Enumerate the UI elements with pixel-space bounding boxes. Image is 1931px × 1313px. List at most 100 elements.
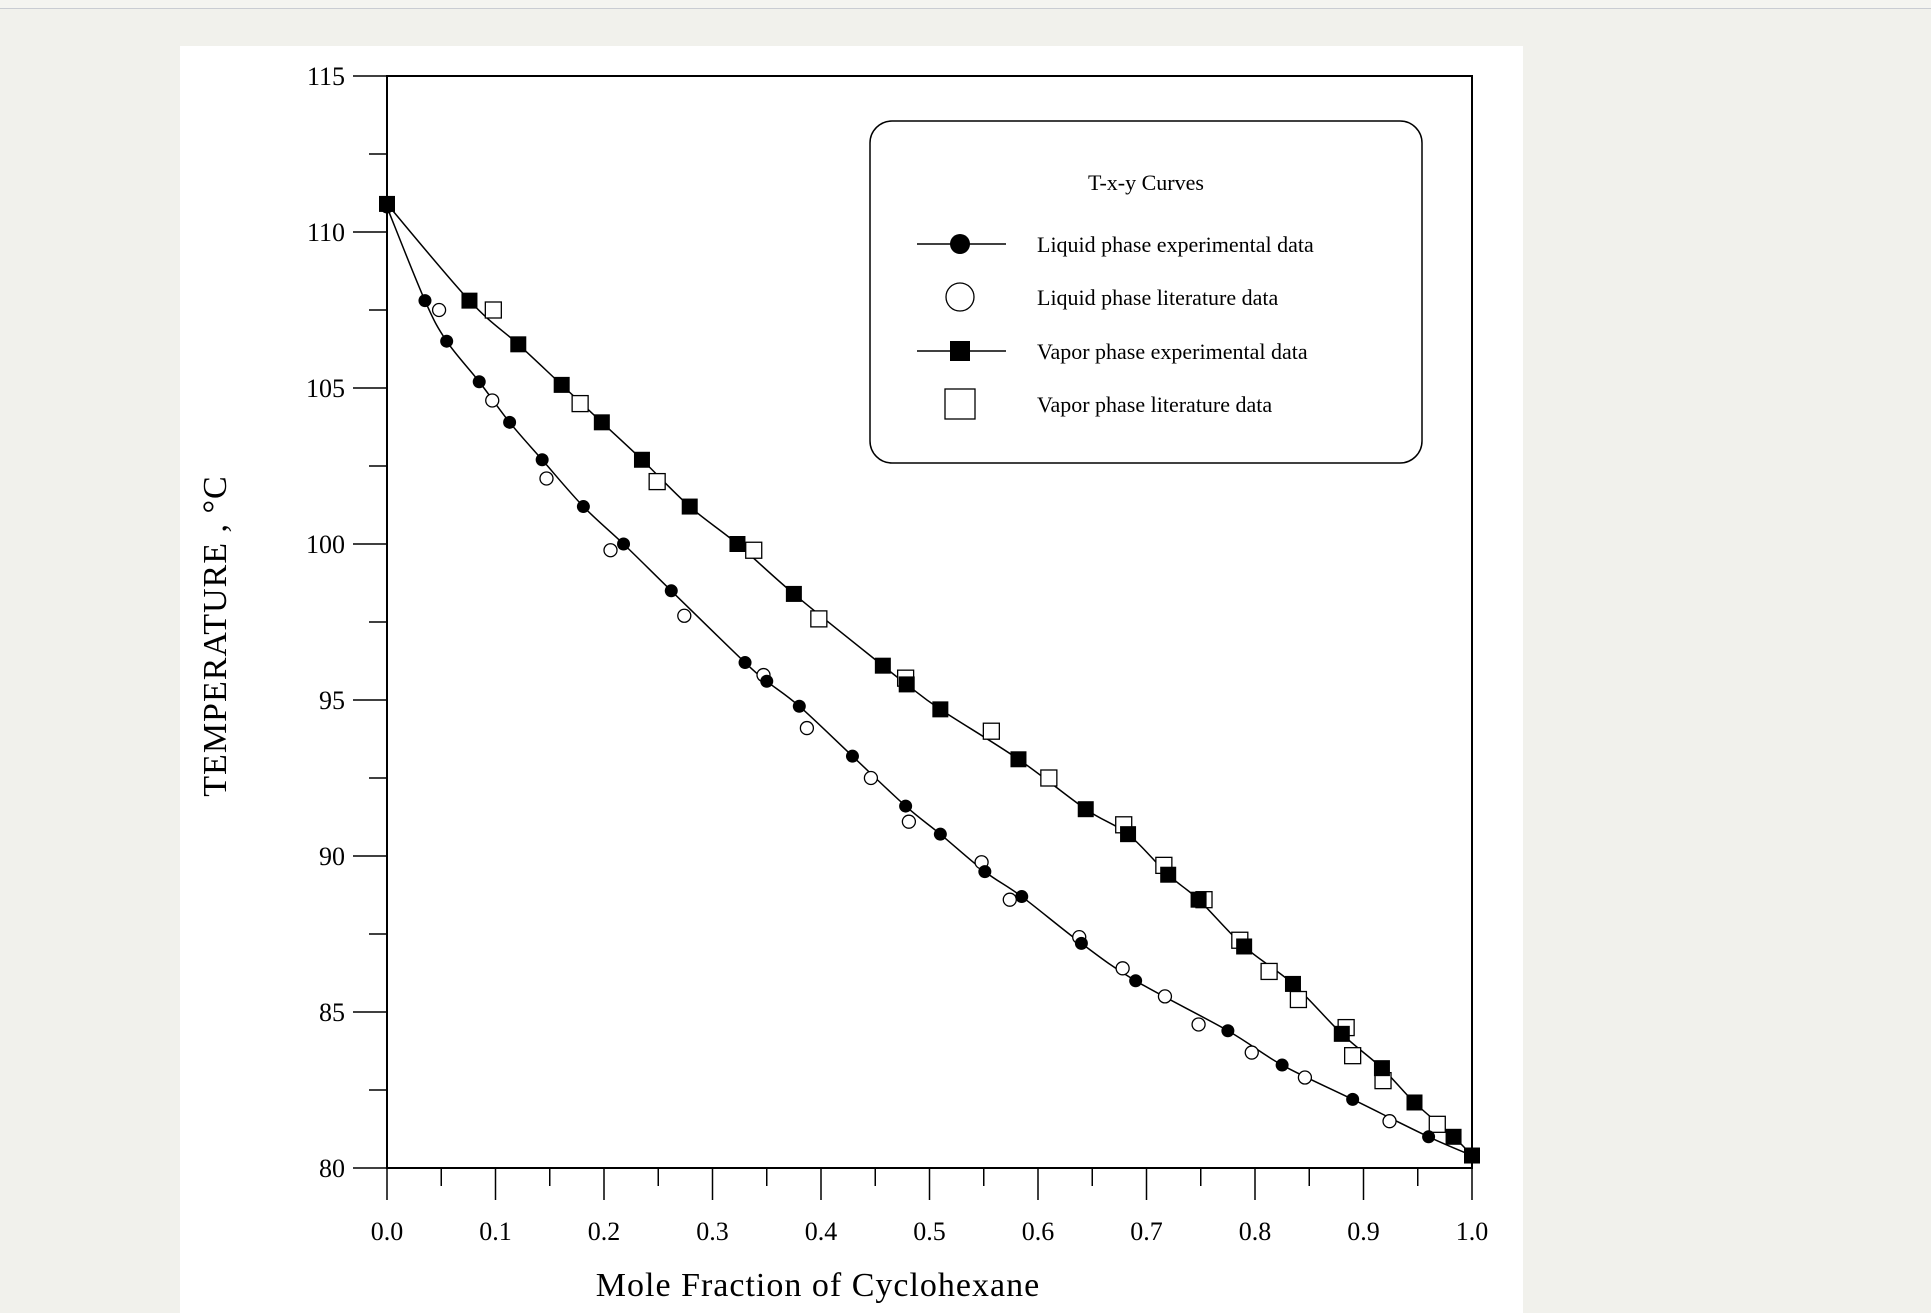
data-point xyxy=(1284,975,1301,992)
data-point xyxy=(553,376,570,393)
data-point xyxy=(648,472,666,491)
data-point xyxy=(484,301,502,319)
data-point xyxy=(982,722,1000,740)
data-point xyxy=(1445,1128,1462,1145)
data-point xyxy=(760,674,774,688)
data-point xyxy=(603,543,618,558)
data-point xyxy=(1160,866,1177,883)
legend: T-x-y Curves Liquid phase experimental d… xyxy=(869,120,1423,464)
data-point xyxy=(899,799,913,813)
data-point xyxy=(485,393,500,408)
legend-label: Vapor phase experimental data xyxy=(1037,339,1308,364)
y-tick-label: 90 xyxy=(319,842,345,871)
data-point xyxy=(1297,1070,1313,1085)
legend-entries: Liquid phase experimental data Liquid pha… xyxy=(917,232,1314,420)
x-tick-label: 1.0 xyxy=(1456,1217,1489,1246)
data-point xyxy=(1382,1114,1397,1129)
data-point xyxy=(617,537,631,551)
data-point xyxy=(785,585,802,602)
data-point xyxy=(1244,1045,1259,1060)
data-point xyxy=(1406,1094,1423,1111)
data-point xyxy=(440,334,454,348)
data-point xyxy=(1002,892,1017,907)
data-point xyxy=(535,453,549,467)
data-point xyxy=(1077,801,1094,818)
legend-marker xyxy=(950,234,970,254)
data-point xyxy=(1236,938,1253,955)
data-point xyxy=(1190,891,1207,908)
x-tick-label: 0.0 xyxy=(371,1217,404,1246)
data-point xyxy=(810,610,828,628)
data-point xyxy=(1422,1130,1436,1144)
data-point xyxy=(799,720,815,736)
data-point xyxy=(745,541,763,559)
y-tick-label: 80 xyxy=(319,1154,345,1183)
y-tick-label: 115 xyxy=(307,62,345,91)
data-point xyxy=(472,375,486,389)
x-tick-label: 0.6 xyxy=(1022,1217,1055,1246)
x-axis-title: Mole Fraction of Cyclohexane xyxy=(596,1267,1040,1304)
data-point xyxy=(1428,1115,1446,1133)
x-tick-label: 0.8 xyxy=(1239,1217,1272,1246)
data-point xyxy=(1074,936,1088,950)
data-point xyxy=(510,336,527,353)
series-points xyxy=(379,195,1480,1164)
y-tick-label: 100 xyxy=(306,530,345,559)
x-tick-label: 0.2 xyxy=(588,1217,621,1246)
legend-label: Liquid phase literature data xyxy=(1037,285,1279,310)
x-tick-label: 0.5 xyxy=(913,1217,946,1246)
data-point xyxy=(933,827,947,841)
x-tick-label: 0.1 xyxy=(479,1217,512,1246)
data-point xyxy=(1129,974,1143,988)
data-point xyxy=(677,608,692,623)
data-point xyxy=(874,657,891,674)
data-point xyxy=(1157,989,1173,1004)
x-tick-label: 0.9 xyxy=(1347,1217,1380,1246)
data-point xyxy=(593,414,610,431)
legend-box xyxy=(869,120,1423,464)
data-point xyxy=(571,394,589,413)
y-tick-label: 85 xyxy=(319,998,345,1027)
window-top-bar xyxy=(0,0,1931,9)
legend-label: Vapor phase literature data xyxy=(1037,392,1272,417)
data-point xyxy=(431,302,447,318)
data-point xyxy=(932,701,949,718)
data-point xyxy=(503,415,517,429)
data-point xyxy=(1289,990,1308,1009)
data-point xyxy=(461,292,478,309)
x-axis-ticks: 0.0 0.1 0.2 0.3 0.4 0.5 0.6 0.7 0.8 0.9 1.0 xyxy=(371,1168,1489,1246)
data-point xyxy=(379,195,395,212)
legend-title: T-x-y Curves xyxy=(1088,170,1204,195)
y-axis-title: TEMPERATURE , °C xyxy=(197,475,234,796)
y-tick-label: 95 xyxy=(319,686,345,715)
data-point xyxy=(845,749,859,763)
data-point xyxy=(1010,751,1027,768)
data-point xyxy=(1260,962,1278,981)
data-point xyxy=(898,676,915,693)
data-point xyxy=(1333,1025,1350,1042)
data-point xyxy=(863,770,879,786)
data-point xyxy=(1120,826,1137,843)
y-tick-label: 110 xyxy=(307,218,345,247)
data-point xyxy=(1191,1017,1206,1032)
data-point xyxy=(1275,1058,1289,1072)
data-point xyxy=(1115,961,1130,976)
y-tick-label: 105 xyxy=(306,374,345,403)
data-point xyxy=(1040,769,1058,787)
legend-label: Liquid phase experimental data xyxy=(1037,232,1314,257)
legend-marker xyxy=(945,282,975,312)
legend-marker xyxy=(950,341,970,361)
data-point xyxy=(729,536,746,552)
x-tick-label: 0.4 xyxy=(805,1217,838,1246)
data-point xyxy=(1464,1147,1480,1164)
y-axis-ticks: 80 85 90 95 100 105 110 115 xyxy=(306,62,387,1183)
data-point xyxy=(539,471,554,486)
data-point xyxy=(738,656,752,670)
x-tick-label: 0.7 xyxy=(1130,1217,1163,1246)
data-point xyxy=(901,814,917,829)
legend-marker xyxy=(944,388,976,420)
data-point xyxy=(418,294,432,308)
chart-figure: 80 85 90 95 100 105 110 115 0.0 0.1 0.2 0.3 0.4 0.5 0… xyxy=(180,46,1523,1313)
data-point xyxy=(1221,1024,1235,1038)
